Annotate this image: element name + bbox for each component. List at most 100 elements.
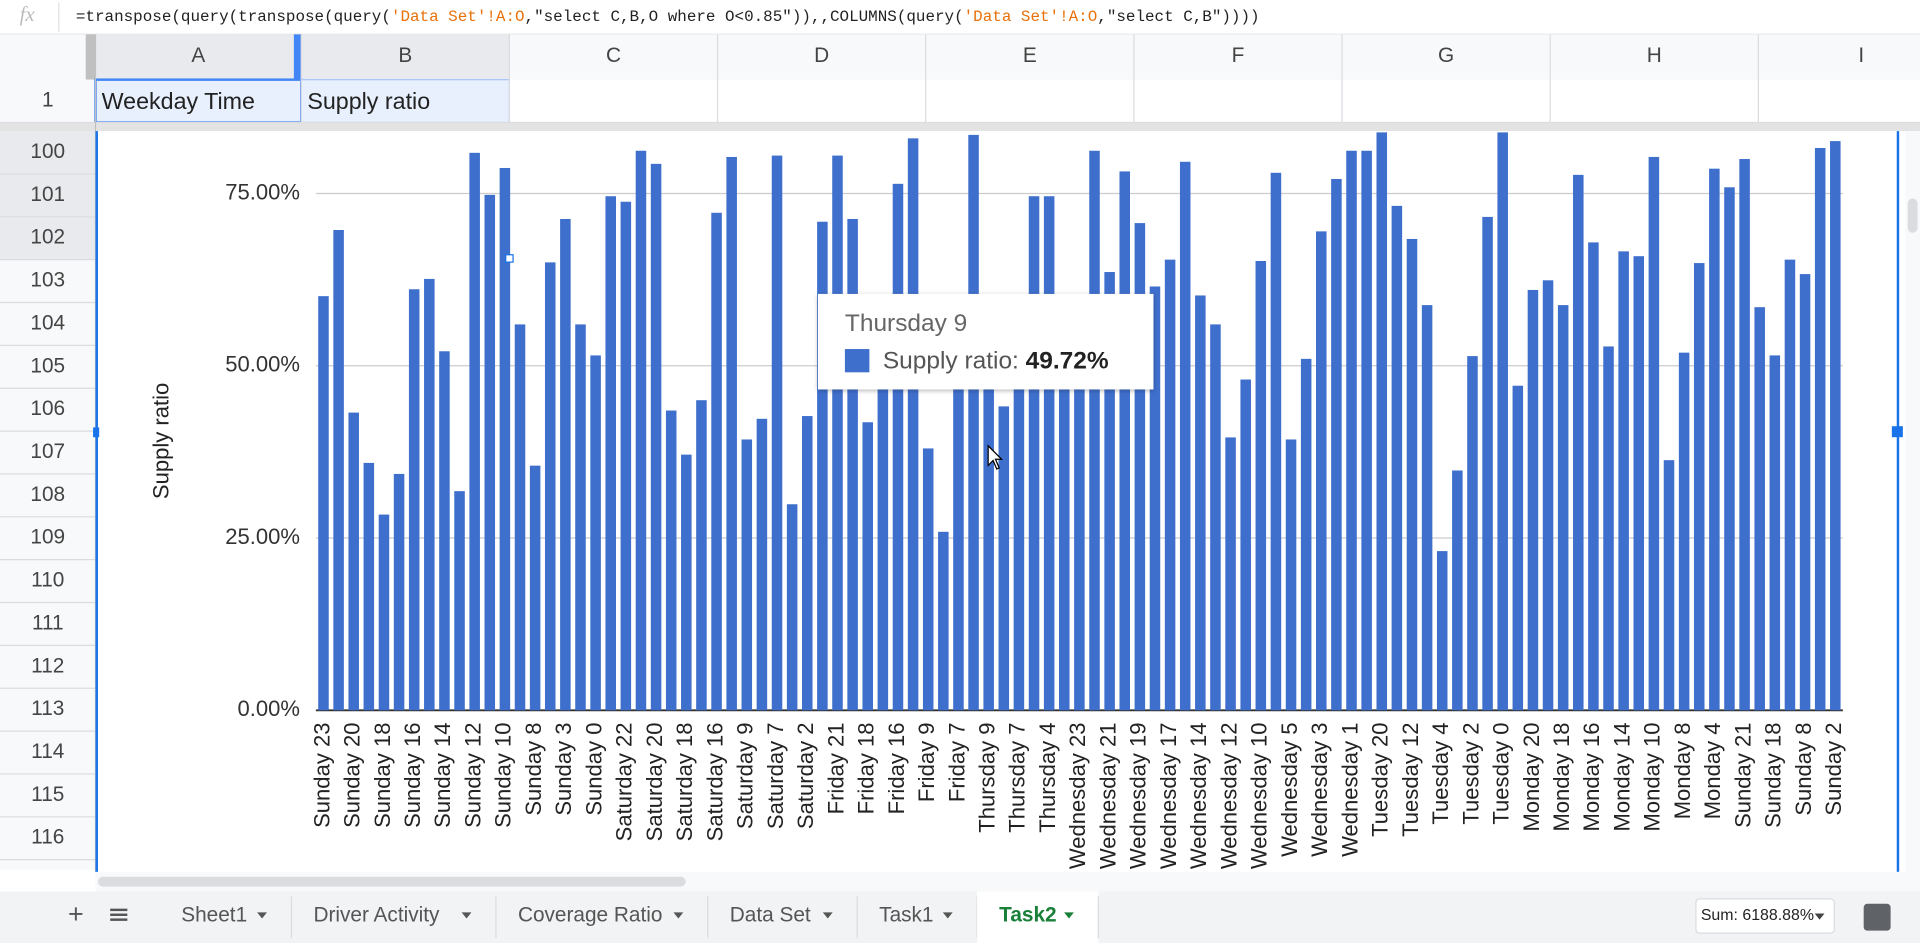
row-header: 104 [30,311,65,334]
tooltip: Thursday 9 Supply ratio: 49.72% [817,293,1154,390]
bar [1739,159,1750,711]
y-tick-label: 0.00% [238,696,300,721]
formula-part: =transpose(query(transpose(query( [76,8,391,26]
freeze-handle[interactable] [85,34,96,80]
sheet-tab[interactable]: Task2 [999,903,1056,926]
row-header: 105 [30,354,65,377]
column-resize[interactable] [293,34,302,80]
all-sheets-button[interactable] [110,908,128,921]
x-tick-label: Sunday 10 [491,723,516,828]
formula-text[interactable]: =transpose(query(transpose(query( 'Data S… [76,8,1260,26]
formula-part: 'Data Set'!A:O [964,8,1098,26]
x-tick-label: Monday 20 [1519,723,1544,832]
scroll-thumb[interactable] [97,876,686,887]
resize-handle[interactable] [1891,426,1903,438]
bar [1603,346,1614,711]
bar [1709,168,1720,711]
bar [1497,132,1508,711]
bar [817,221,828,711]
active-tab-bg [977,891,1099,943]
bar [1104,272,1115,711]
bar [1754,307,1765,711]
bar [318,296,329,711]
x-tick-label: Monday 8 [1670,723,1695,820]
column-header: I [1858,44,1864,67]
x-tick-label: Saturday 18 [672,723,697,842]
x-tick-label: Tuesday 4 [1428,723,1453,825]
bar [1421,305,1433,711]
bar [1028,196,1040,711]
bar [953,331,964,711]
scroll-thumb[interactable] [1907,198,1918,233]
x-tick-label: Wednesday 19 [1126,723,1151,870]
bar [1179,161,1191,711]
freeze-line [0,122,1920,132]
formula-bar[interactable] [0,0,1920,35]
x-tick-label: Wednesday 10 [1247,723,1272,870]
bar [333,229,344,711]
x-tick-label: Thursday 9 [975,723,1000,833]
tab-menu-arrow [1064,912,1074,919]
x-tick-label: Saturday 9 [733,723,758,830]
bar [1361,150,1372,711]
row-header: 107 [30,440,65,463]
bar [1542,280,1554,711]
bar [696,400,707,711]
x-tick-label: Sunday 8 [521,723,546,816]
bar [1769,355,1781,711]
bar [1467,356,1478,711]
row-header: 110 [31,569,64,592]
vertical-scrollbar[interactable] [1905,131,1920,872]
bar [847,218,858,711]
resize-handle[interactable] [505,254,514,263]
x-tick-label: Monday 18 [1549,723,1574,832]
add-sheet-button[interactable]: + [68,899,84,929]
x-tick-label: Wednesday 3 [1307,723,1332,857]
row-header: 106 [30,397,65,420]
bar [1013,365,1025,711]
column-header: E [1023,44,1037,67]
bar [877,386,889,711]
column-header: D [814,44,829,67]
sheet-tab[interactable]: Coverage Ratio [518,903,663,926]
bar [1799,274,1811,711]
bar [1164,259,1176,711]
tab-menu-arrow [942,912,953,919]
sheet-tab[interactable]: Sheet1 [181,903,247,926]
bar [1074,331,1085,711]
row-header: 113 [31,697,64,720]
bar [1134,223,1146,711]
x-tick-label: Friday 7 [944,723,969,803]
x-tick-label: Sunday 0 [581,723,606,816]
sheet-tab[interactable]: Data Set [730,903,811,926]
bar [529,465,541,711]
bar [726,156,737,711]
column-header: B [398,44,412,67]
bar [635,150,647,711]
row-header: 111 [32,611,64,634]
bar [1693,263,1705,711]
column-header: F [1232,44,1245,67]
x-tick-label: Sunday 14 [430,723,455,828]
bar [1512,385,1524,711]
bar [862,422,873,711]
bar [1195,295,1206,711]
explore-button[interactable] [1863,903,1891,931]
bar [590,355,601,711]
x-tick-label: Wednesday 17 [1156,723,1181,870]
x-tick-label: Tuesday 20 [1368,723,1393,837]
bar [1270,172,1282,711]
sheet-tab[interactable]: Task1 [879,903,933,926]
sheet-tab[interactable]: Driver Activity [313,903,440,926]
tooltip-swatch [844,349,870,373]
y-axis-label: Supply ratio [149,383,174,499]
row-header: 101 [30,183,65,206]
resize-handle[interactable] [93,427,100,438]
bar [499,167,511,711]
sum-box[interactable] [1695,898,1835,934]
bar [832,155,843,711]
row-header: 108 [30,483,65,506]
bar [1618,251,1629,711]
bar [408,289,420,711]
